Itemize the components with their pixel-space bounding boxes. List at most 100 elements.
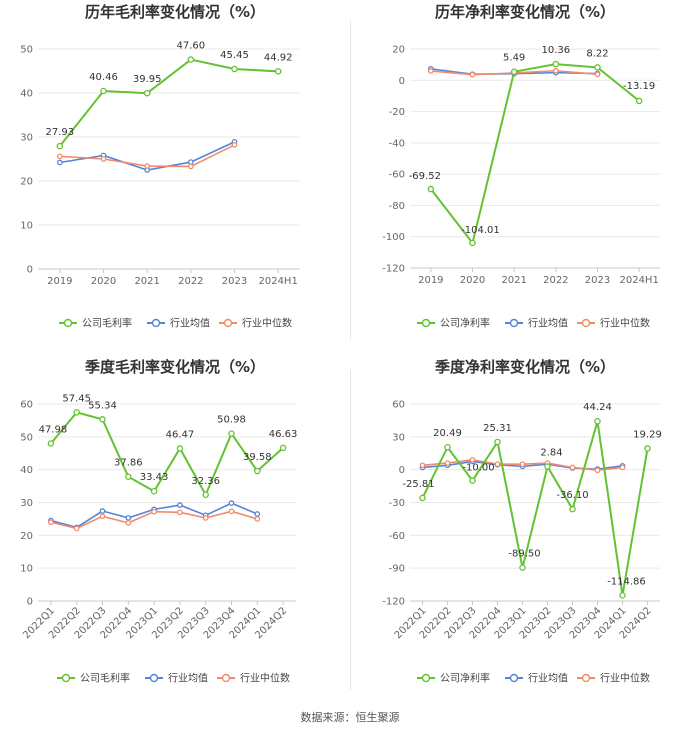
data-point-company [619, 592, 626, 599]
legend-item-industry_avg: 行业均值 [147, 317, 210, 330]
data-point-industry_median [254, 516, 261, 522]
legend-label: 行业中位数 [600, 317, 650, 330]
data-label: 8.22 [586, 48, 608, 59]
data-point-industry_median [73, 525, 80, 532]
data-point-industry_median [177, 509, 183, 516]
data-point-industry_avg [177, 502, 183, 508]
data-point-industry_avg [187, 159, 194, 165]
data-point-industry_median [444, 460, 451, 466]
data-point-industry_median [231, 142, 238, 148]
y-tick-label: -100 [382, 232, 405, 243]
chart-panel-2: 历年净利率变化情况（%） -120 -100 -80 -60 -40 -20 0 20 2019 2… [382, 3, 660, 330]
y-tick-label: 20 [20, 177, 33, 188]
x-tick-label: 2020 [91, 276, 116, 287]
legend-swatch-marker [149, 673, 159, 683]
y-tick-label: 0 [399, 465, 405, 476]
series-line-company [59, 58, 279, 147]
y-tick-label: -40 [389, 138, 405, 149]
y-tick-label: 60 [20, 400, 33, 411]
data-label: 32.36 [191, 476, 220, 487]
legend-label: 公司净利率 [440, 672, 490, 685]
data-point-company [444, 443, 451, 451]
data-point-company [150, 487, 158, 495]
data-point-industry_median [100, 156, 107, 162]
data-label: 25.31 [483, 423, 512, 434]
legend-label: 行业中位数 [600, 672, 650, 685]
data-point-company [202, 491, 209, 499]
legend-swatch-marker [421, 318, 431, 328]
data-point-company [254, 467, 261, 475]
y-tick-label: 20 [392, 45, 405, 56]
data-point-company [47, 440, 55, 447]
legend-item-company: 公司毛利率 [57, 672, 130, 685]
data-point-company [99, 416, 106, 423]
data-point-industry_avg [125, 515, 132, 521]
data-label: 44.24 [583, 402, 612, 413]
legend-swatch-marker [151, 318, 161, 328]
data-label: 2.84 [540, 448, 562, 459]
data-point-company [73, 409, 80, 416]
y-tick-label: -120 [382, 264, 405, 275]
data-label: 10.36 [542, 45, 571, 56]
chart-title: 历年毛利率变化情况（%） [85, 3, 265, 21]
y-tick-label: -60 [389, 531, 405, 542]
x-tick-label: 2021 [134, 276, 159, 287]
data-point-industry_median [202, 515, 209, 521]
x-tick-label: 2023 [222, 276, 247, 287]
data-label: -36.10 [556, 490, 588, 501]
data-point-industry_median [594, 71, 601, 78]
data-point-company [56, 142, 64, 150]
legend-swatch-marker [223, 318, 233, 328]
y-tick-label: -30 [389, 498, 405, 509]
data-point-industry_median [419, 462, 426, 469]
data-point-industry_median [552, 67, 559, 74]
chart-title: 历年净利率变化情况（%） [435, 3, 615, 21]
legend-label: 行业中位数 [242, 317, 292, 330]
legend-item-company: 公司净利率 [417, 317, 490, 330]
data-point-industry_median [469, 456, 476, 463]
legend-label: 公司净利率 [440, 317, 490, 330]
legend-item-industry_median: 行业中位数 [577, 317, 650, 330]
legend-swatch-marker [509, 673, 519, 683]
data-point-company [427, 185, 435, 193]
data-point-industry_median [519, 461, 526, 468]
data-label: -10.00 [462, 463, 494, 474]
y-tick-label: 30 [20, 498, 33, 509]
panel-divider-top [350, 20, 351, 340]
y-tick-label: -80 [389, 201, 405, 212]
data-point-industry_avg [99, 508, 106, 514]
x-tick-label: 2021 [501, 275, 526, 286]
legend-item-industry_avg: 行业均值 [505, 672, 568, 685]
data-point-company [569, 505, 576, 513]
data-label: -69.52 [409, 171, 441, 182]
data-label: 46.63 [269, 429, 298, 440]
legend-label: 公司毛利率 [80, 672, 130, 685]
y-tick-label: 0 [399, 76, 405, 87]
data-point-company [176, 445, 184, 452]
legend-item-industry_median: 行业中位数 [217, 672, 290, 685]
x-tick-label: 2024H1 [258, 276, 297, 287]
legend-item-industry_avg: 行业均值 [505, 317, 568, 330]
legend-label: 公司毛利率 [82, 317, 132, 330]
data-label: 20.49 [433, 428, 462, 439]
data-label: 39.58 [243, 452, 272, 463]
legend-swatch-marker [61, 673, 71, 683]
x-tick-label: 2022 [178, 276, 203, 287]
data-point-industry_median [144, 163, 151, 169]
legend-swatch-marker [581, 318, 591, 328]
data-point-company [544, 463, 551, 470]
legend-label: 行业均值 [528, 317, 568, 330]
data-point-company [469, 239, 476, 247]
data-point-industry_median [594, 467, 601, 474]
legend-swatch-marker [581, 673, 591, 683]
legend-label: 行业均值 [168, 672, 208, 685]
chart-panel-3: 季度毛利率变化情况（%）01020304050602022Q12022Q2202… [20, 358, 297, 685]
data-label: 46.47 [166, 429, 195, 440]
data-point-industry_median [187, 163, 194, 170]
legend-item-industry_median: 行业中位数 [577, 672, 650, 685]
data-label: 33.43 [140, 472, 169, 483]
legend-item-industry_median: 行业中位数 [219, 317, 292, 330]
data-point-company [274, 68, 282, 75]
y-tick-label: 10 [20, 221, 33, 232]
y-tick-label: -90 [389, 564, 405, 575]
